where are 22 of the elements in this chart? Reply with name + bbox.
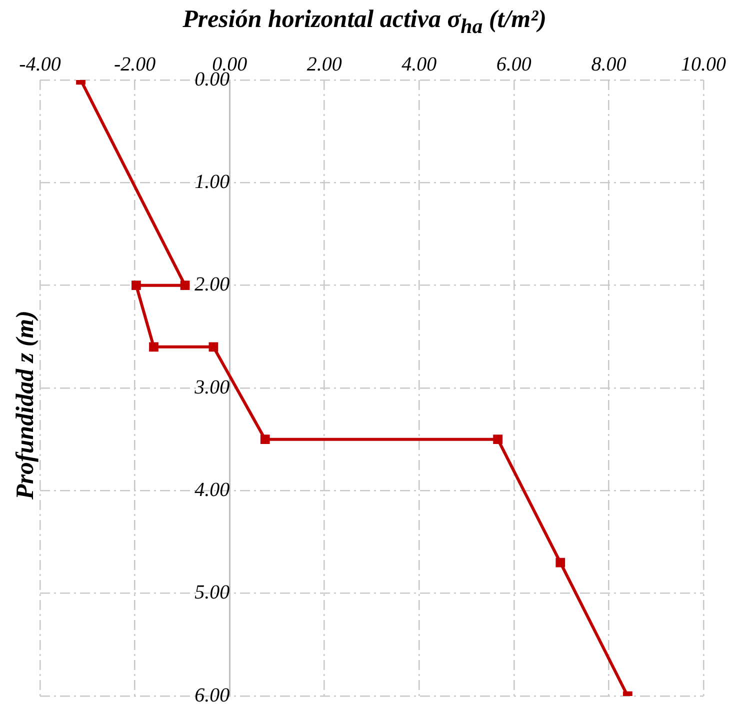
point: [180, 280, 190, 290]
x-tick-label: 6.00: [496, 53, 532, 76]
x-axis-title: Presión horizontal activa σ$_{ha}$ (t/m²): [182, 6, 548, 39]
x-tick-label: -2.00: [114, 53, 156, 76]
point: [493, 434, 502, 444]
y-axis-title: Profundidad z (m): [12, 310, 40, 500]
x-tick-label: 2.00: [306, 53, 342, 76]
x-tick-label: 10.00: [681, 53, 726, 76]
y-tick-label: 5.00: [194, 582, 230, 604]
y-tick-label: 2.00: [194, 274, 230, 296]
point: [556, 558, 566, 568]
y-tick-label: 3.00: [194, 376, 230, 398]
point: [208, 342, 218, 352]
point: [149, 342, 158, 352]
y-tick-label: 4.00: [194, 478, 230, 501]
point: [132, 280, 141, 290]
x-tick-label: -4.00: [19, 53, 61, 76]
y-tick-label: 1.00: [194, 170, 230, 193]
x-tick-label: 4.00: [402, 53, 437, 76]
point: [260, 434, 270, 444]
x-tick-label: 8.00: [591, 53, 626, 76]
y-tick-label: 6.00: [194, 684, 230, 706]
